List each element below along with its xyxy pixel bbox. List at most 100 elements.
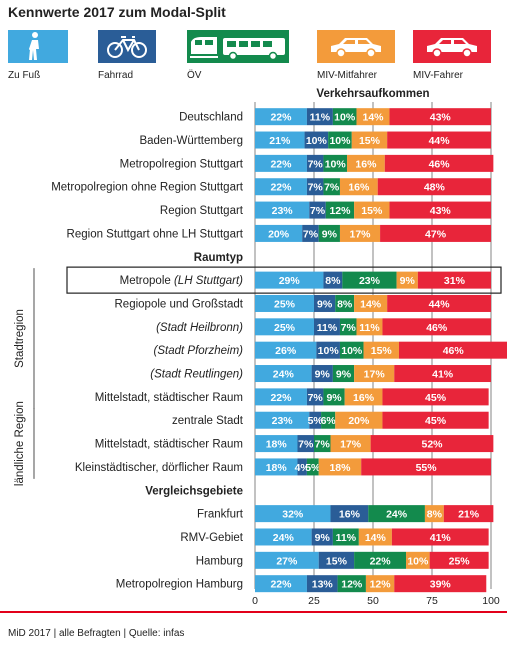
bar-segment xyxy=(330,505,369,523)
data-label: 16% xyxy=(348,182,370,194)
row-label: Kleinstädtischer, dörflicher Raum xyxy=(75,462,243,474)
data-label: 18% xyxy=(329,462,351,474)
data-label: 22% xyxy=(270,112,292,124)
bar-segment xyxy=(255,271,324,289)
data-label: 21% xyxy=(458,509,480,521)
bar-segment xyxy=(354,365,395,383)
data-label: 25% xyxy=(274,322,296,334)
bar-segment xyxy=(306,154,324,172)
bar-segment xyxy=(328,131,352,149)
bar-segment xyxy=(347,154,385,172)
bar-segment xyxy=(309,411,322,429)
bar-segment xyxy=(394,575,487,593)
bar-segment xyxy=(309,201,326,219)
data-label: 14% xyxy=(362,112,384,124)
bar-segment xyxy=(406,551,430,569)
data-label: 31% xyxy=(444,275,466,287)
bar-segment xyxy=(306,108,333,126)
bar-segment xyxy=(380,224,491,242)
data-label: 9% xyxy=(336,369,352,381)
bar-segment xyxy=(297,458,307,476)
bar-segment xyxy=(297,435,314,453)
data-label: 21% xyxy=(269,135,291,147)
legend-label-bike: Fahrrad xyxy=(98,70,134,81)
data-label: 22% xyxy=(270,579,292,591)
highlight-frame xyxy=(66,266,502,294)
bar-segment xyxy=(255,224,303,242)
data-label: 17% xyxy=(364,369,386,381)
bar-segment xyxy=(330,435,371,453)
bar-segment xyxy=(356,108,390,126)
data-label: 10% xyxy=(329,135,351,147)
bar-segment xyxy=(382,388,489,406)
data-label: 27% xyxy=(276,555,298,567)
car-icon xyxy=(413,30,491,63)
bar-segment xyxy=(306,178,324,196)
legend-label-pt: ÖV xyxy=(187,70,202,81)
bar-segment xyxy=(377,178,491,196)
data-label: 7% xyxy=(298,439,314,451)
data-label: 7% xyxy=(310,205,326,217)
data-label: 52% xyxy=(421,439,443,451)
bar-segment xyxy=(339,318,357,336)
data-label: 25% xyxy=(449,555,471,567)
data-label: 12% xyxy=(329,205,351,217)
data-label: 11% xyxy=(310,112,331,124)
row-label: (Stadt Heilbronn) xyxy=(156,322,243,334)
bar-segment xyxy=(335,411,383,429)
legend-label-walk: Zu Fuß xyxy=(8,70,41,81)
data-label: 45% xyxy=(425,392,447,404)
section-heading: Raumtyp xyxy=(194,252,243,264)
bar-segment xyxy=(429,551,489,569)
bar-segment xyxy=(255,318,314,336)
bar-segment xyxy=(306,458,319,476)
bar-segment xyxy=(316,341,340,359)
row-label: (Stadt Pforzheim) xyxy=(154,345,244,357)
bar-segment xyxy=(394,365,491,383)
data-label: 7% xyxy=(341,322,357,334)
bar-segment xyxy=(314,435,331,453)
bar-segment xyxy=(255,551,319,569)
bar-segment xyxy=(255,575,307,593)
bar-segment xyxy=(255,154,307,172)
row-label: Metropolregion ohne Region Stuttgart xyxy=(51,182,244,194)
section-heading: Vergleichsgebiete xyxy=(145,485,243,497)
data-label: 22% xyxy=(270,158,292,170)
data-label: 24% xyxy=(273,369,295,381)
data-label: 23% xyxy=(272,415,294,427)
data-label: 15% xyxy=(371,345,393,357)
data-label: 41% xyxy=(430,532,452,544)
data-label: 6% xyxy=(321,415,337,427)
row-label: Region Stuttgart xyxy=(160,205,244,217)
data-label: 22% xyxy=(270,392,292,404)
data-label: 16% xyxy=(339,509,361,521)
data-label: 8% xyxy=(325,275,341,287)
bar-segment xyxy=(323,271,343,289)
bar-segment xyxy=(370,435,494,453)
data-label: 43% xyxy=(430,205,452,217)
bar-segment xyxy=(351,131,388,149)
legend-label-driver: MIV-Fahrer xyxy=(413,70,464,81)
data-label: 10% xyxy=(318,345,340,357)
bar-segment xyxy=(339,341,364,359)
bar-segment xyxy=(255,201,310,219)
data-label: 39% xyxy=(430,579,452,591)
row-label: Regiopole und Großstadt xyxy=(115,298,244,310)
data-label: 7% xyxy=(308,392,324,404)
data-label: 43% xyxy=(430,112,452,124)
bar-segment xyxy=(389,108,491,126)
bar-segment xyxy=(339,224,381,242)
row-label: Metropolregion Stuttgart xyxy=(120,158,244,170)
bar-segment xyxy=(354,294,388,312)
bar-segment xyxy=(304,131,329,149)
train-bus-icon xyxy=(187,30,289,63)
bar-segment xyxy=(255,294,314,312)
car-icon xyxy=(317,30,395,63)
data-label: 26% xyxy=(275,345,297,357)
data-label: 24% xyxy=(386,509,408,521)
bar-segment xyxy=(323,154,348,172)
bar-segment xyxy=(365,575,395,593)
bar-segment xyxy=(417,271,491,289)
row-label: Metropolregion Hamburg xyxy=(116,579,243,591)
data-label: 8% xyxy=(427,509,443,521)
